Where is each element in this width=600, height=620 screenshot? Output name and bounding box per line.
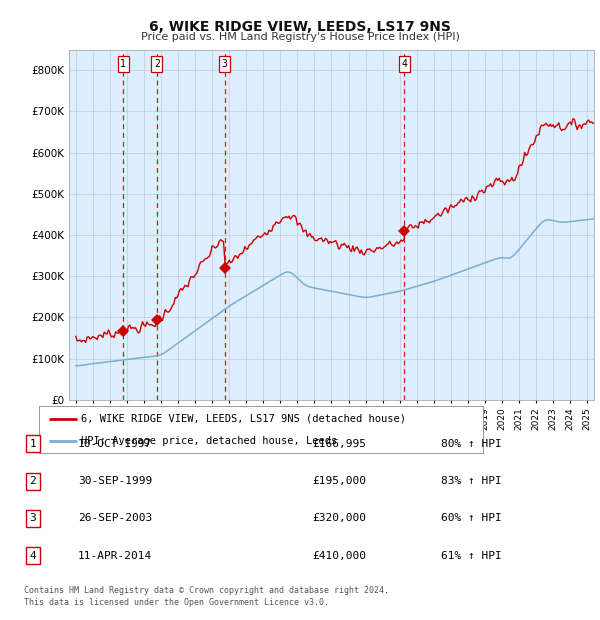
Text: £320,000: £320,000 [312,513,366,523]
Text: HPI: Average price, detached house, Leeds: HPI: Average price, detached house, Leed… [81,436,337,446]
Text: 6, WIKE RIDGE VIEW, LEEDS, LS17 9NS: 6, WIKE RIDGE VIEW, LEEDS, LS17 9NS [149,20,451,34]
Text: 1: 1 [120,59,126,69]
Text: 2: 2 [29,476,37,486]
Text: 3: 3 [29,513,37,523]
Text: Contains HM Land Registry data © Crown copyright and database right 2024.: Contains HM Land Registry data © Crown c… [24,586,389,595]
Text: 60% ↑ HPI: 60% ↑ HPI [441,513,502,523]
Text: 10-OCT-1997: 10-OCT-1997 [78,439,152,449]
Text: £166,995: £166,995 [312,439,366,449]
Text: 30-SEP-1999: 30-SEP-1999 [78,476,152,486]
Text: £410,000: £410,000 [312,551,366,560]
Text: 3: 3 [222,59,228,69]
Text: 6, WIKE RIDGE VIEW, LEEDS, LS17 9NS (detached house): 6, WIKE RIDGE VIEW, LEEDS, LS17 9NS (det… [81,414,406,423]
Text: 61% ↑ HPI: 61% ↑ HPI [441,551,502,560]
Text: 1: 1 [29,439,37,449]
Text: 80% ↑ HPI: 80% ↑ HPI [441,439,502,449]
Text: 4: 4 [401,59,407,69]
Text: 11-APR-2014: 11-APR-2014 [78,551,152,560]
Text: Price paid vs. HM Land Registry's House Price Index (HPI): Price paid vs. HM Land Registry's House … [140,32,460,42]
Text: 2: 2 [154,59,160,69]
Text: This data is licensed under the Open Government Licence v3.0.: This data is licensed under the Open Gov… [24,598,329,607]
Text: 26-SEP-2003: 26-SEP-2003 [78,513,152,523]
Text: 4: 4 [29,551,37,560]
Text: £195,000: £195,000 [312,476,366,486]
Text: 83% ↑ HPI: 83% ↑ HPI [441,476,502,486]
